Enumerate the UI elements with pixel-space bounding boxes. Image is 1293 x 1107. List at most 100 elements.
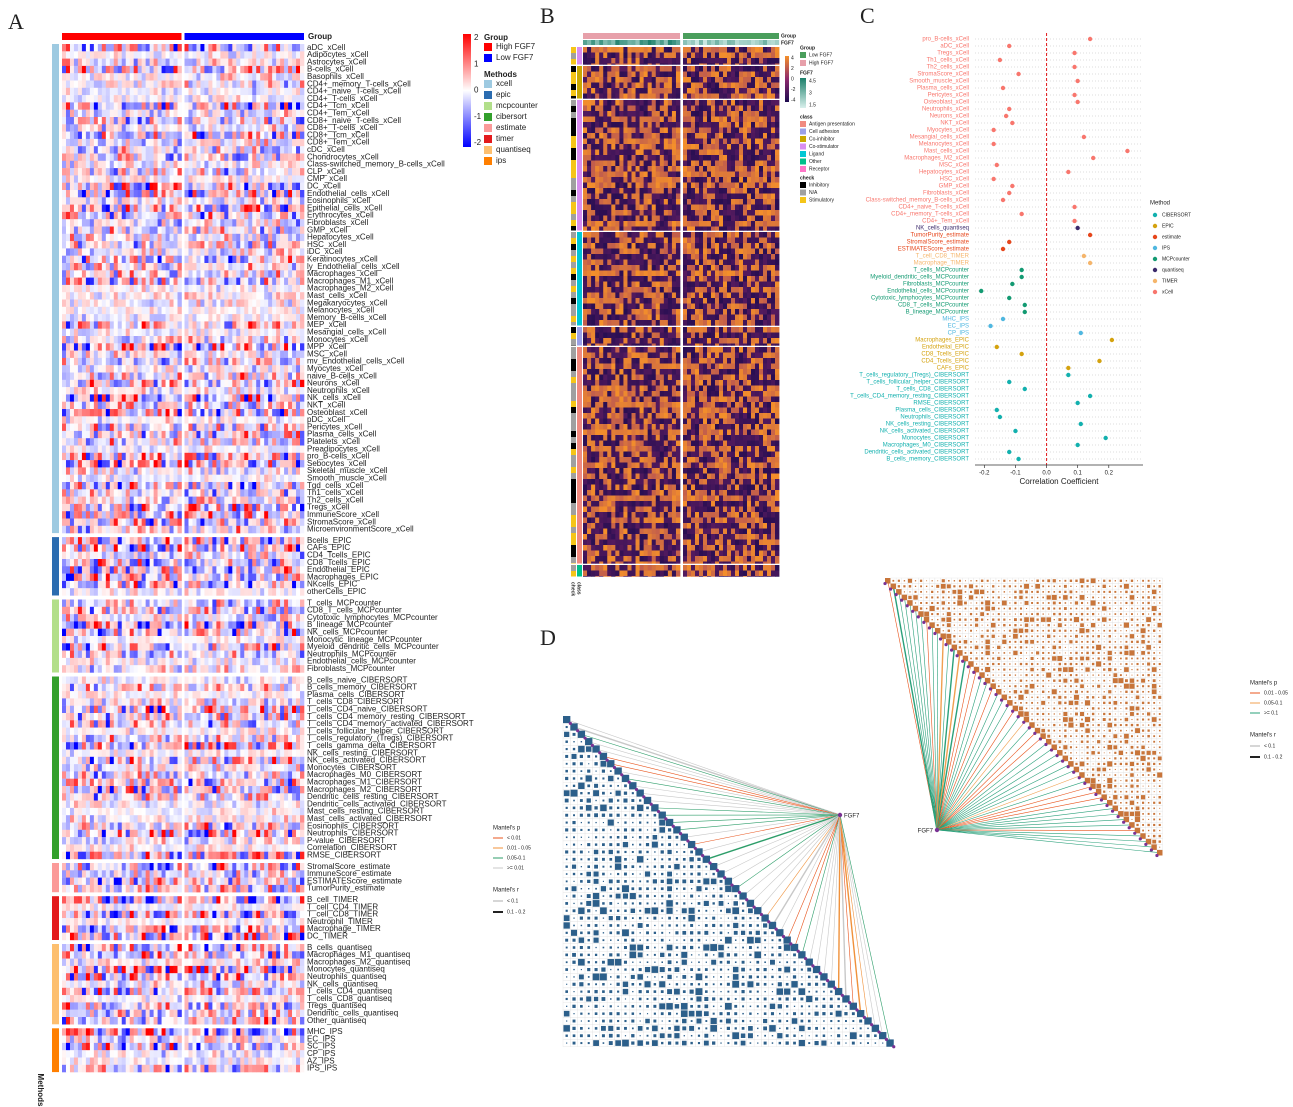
heatmap-cell: [244, 453, 248, 461]
heatmap-cell: [188, 51, 192, 59]
heatmap-cell: [188, 292, 192, 300]
heatmap-cell: [170, 544, 174, 552]
heatmap-cell: [244, 219, 248, 227]
heatmap-cell: [98, 161, 102, 169]
heatmap-cell: [188, 102, 192, 110]
heatmap-cell: [192, 453, 196, 461]
heatmap-cell: [122, 343, 126, 351]
heatmap-cell: [196, 438, 200, 446]
heatmap-cell: [200, 409, 204, 417]
heatmap-cell: [212, 446, 216, 454]
heatmap-cell: [232, 552, 236, 560]
heatmap-cell: [272, 446, 276, 454]
heatmap-cell: [142, 416, 146, 424]
heatmap-cell: [244, 197, 248, 205]
heatmap-cell: [158, 552, 162, 560]
heatmap-cell: [284, 248, 288, 256]
heatmap-cell: [300, 168, 304, 176]
heatmap-cell: [86, 424, 90, 432]
heatmap-cell: [224, 278, 228, 286]
heatmap-cell: [146, 409, 150, 417]
heatmap-cell: [256, 552, 260, 560]
heatmap-cell: [236, 351, 240, 359]
heatmap-cell: [244, 227, 248, 235]
heatmap-cell: [158, 600, 162, 608]
heatmap-cell: [114, 300, 118, 308]
heatmap-cell: [300, 614, 304, 622]
heatmap-cell: [98, 446, 102, 454]
heatmap-cell: [252, 292, 256, 300]
heatmap-cell: [208, 504, 212, 512]
heatmap-cell: [276, 629, 280, 637]
heatmap-cell: [122, 59, 126, 67]
heatmap-cell: [276, 373, 280, 381]
heatmap-cell: [288, 373, 292, 381]
heatmap-cell: [174, 475, 178, 483]
heatmap-cell: [70, 526, 74, 534]
heatmap-cell: [138, 621, 142, 629]
heatmap-cell: [220, 139, 224, 147]
heatmap-cell: [264, 234, 268, 242]
heatmap-cell: [185, 285, 189, 293]
heatmap-cell: [158, 132, 162, 140]
heatmap-cell: [240, 453, 244, 461]
heatmap-cell: [86, 607, 90, 615]
heatmap-cell: [90, 300, 94, 308]
heatmap-cell: [268, 124, 272, 132]
heatmap-cell: [102, 256, 106, 264]
heatmap-cell: [178, 600, 182, 608]
heatmap-cell: [284, 489, 288, 497]
heatmap-cell: [126, 581, 130, 589]
heatmap-cell: [70, 183, 74, 191]
heatmap-cell: [178, 73, 182, 81]
heatmap-cell: [150, 117, 154, 125]
heatmap-cell: [154, 566, 158, 574]
heatmap-cell: [260, 256, 264, 264]
heatmap-cell: [86, 453, 90, 461]
heatmap-cell: [82, 66, 86, 74]
heatmap-cell: [70, 132, 74, 140]
heatmap-cell: [188, 581, 192, 589]
heatmap-cell: [252, 81, 256, 89]
heatmap-cell: [244, 431, 248, 439]
heatmap-cell: [196, 227, 200, 235]
heatmap-cell: [86, 621, 90, 629]
heatmap-cell: [188, 394, 192, 402]
heatmap-cell: [98, 205, 102, 213]
heatmap-cell: [256, 511, 260, 519]
heatmap-cell: [276, 212, 280, 220]
heatmap-cell: [134, 314, 138, 322]
heatmap-cell: [292, 438, 296, 446]
heatmap-cell: [244, 44, 248, 52]
heatmap-cell: [142, 212, 146, 220]
heatmap-cell: [154, 161, 158, 169]
heatmap-cell: [268, 526, 272, 534]
heatmap-cell: [102, 88, 106, 96]
heatmap-cell: [70, 307, 74, 315]
heatmap-cell: [170, 607, 174, 615]
heatmap-cell: [118, 241, 122, 249]
heatmap-cell: [162, 511, 166, 519]
heatmap-cell: [212, 336, 216, 344]
heatmap-cell: [260, 526, 264, 534]
heatmap-cell: [244, 629, 248, 637]
heatmap-cell: [70, 270, 74, 278]
heatmap-cell: [236, 66, 240, 74]
heatmap-cell: [276, 526, 280, 534]
heatmap-cell: [196, 329, 200, 337]
heatmap-cell: [188, 336, 192, 344]
heatmap-cell: [98, 552, 102, 560]
heatmap-cell: [252, 614, 256, 622]
heatmap-cell: [78, 526, 82, 534]
heatmap-cell: [185, 614, 189, 622]
heatmap-cell: [208, 482, 212, 490]
heatmap-cell: [166, 154, 170, 162]
heatmap-cell: [154, 559, 158, 567]
heatmap-cell: [240, 300, 244, 308]
heatmap-cell: [224, 504, 228, 512]
heatmap-cell: [224, 621, 228, 629]
heatmap-cell: [166, 314, 170, 322]
heatmap-cell: [178, 175, 182, 183]
heatmap-cell: [272, 321, 276, 329]
heatmap-cell: [62, 234, 66, 242]
